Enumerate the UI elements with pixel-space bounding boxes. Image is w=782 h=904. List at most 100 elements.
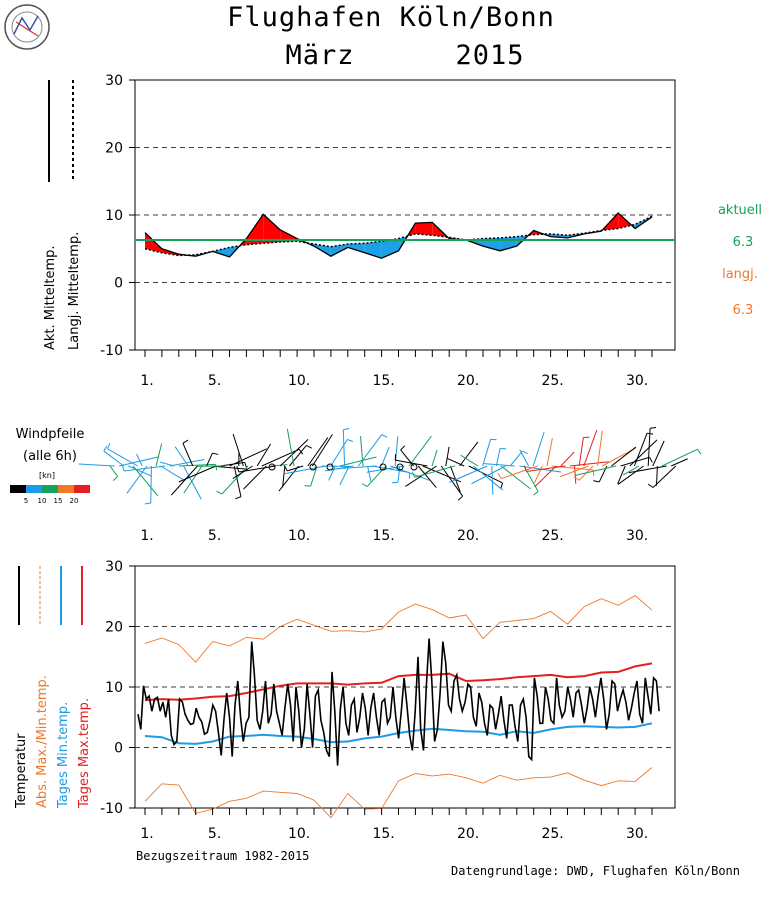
wind-arrow [469,466,503,483]
wind-arrow [501,466,538,479]
wind-arrow [280,439,308,466]
wind-arrow [160,462,174,466]
wind-barb [212,453,218,454]
wind-arrow [584,430,597,466]
calm-circle [411,464,417,470]
wind-arrow [234,466,241,497]
langj-label: langj. [722,267,758,282]
bottom-x-axis: 1.5.10.15.20.25.30. [140,808,652,842]
wind-arrow [171,466,197,495]
reference-period: Bezugszeitraum 1982-2015 [136,849,309,863]
wind-arrow [510,451,522,466]
top-x-tick-label: 30. [626,373,648,389]
wind-barb [347,440,353,442]
wind-barb [108,443,110,449]
wind-scale-tick: 20 [70,497,79,505]
wind-arrow [450,466,460,492]
bottom-x-tick-label: 30. [626,826,648,842]
wind-barb [235,497,241,499]
wind-arrow [579,438,583,466]
wind-arrow [381,447,389,466]
wind-arrow [372,466,409,473]
wind-arrow [368,466,371,482]
wind-arrow [618,466,643,484]
chart-title: Flughafen Köln/Bonn [227,2,555,33]
wind-arrow [533,432,544,466]
bottom-series-lines [138,596,659,818]
station-logo [5,5,49,49]
wind-arrow [526,466,565,472]
wind-arrow [662,449,697,466]
wind-arrow [233,434,243,466]
top-x-tick-label: 1. [140,373,153,389]
top-y-tick-label: 30 [105,73,123,89]
wind-barb [498,473,501,478]
top-x-tick-label: 20. [457,373,479,389]
top-x-tick-label: 25. [541,373,563,389]
wind-barb [501,483,503,489]
wind-arrow [492,466,493,495]
wind-scale-swatch [58,485,74,493]
absminmax-label: Abs. Max./Min.temp. [35,675,50,808]
wind-barb [382,435,387,437]
wind-barb [305,486,311,487]
wind-subtitle: (alle 6h) [23,449,77,464]
wind-barb [533,491,538,495]
wind-arrow [575,466,616,475]
wind-x-tick-label: 1. [140,528,153,544]
wind-arrow [79,464,115,466]
top-y-tick-label: -10 [100,343,123,359]
wind-arrows [79,428,701,504]
wind-barb [650,428,656,429]
wind-arrow [395,436,398,466]
wind-barb [306,445,311,448]
wind-arrow [447,458,464,466]
bottom-legend: Temperatur Abs. Max./Min.temp. Tages Min… [14,566,92,809]
bottom-x-tick-label: 20. [457,826,479,842]
chart-year: 2015 [455,40,524,71]
wind-arrow [409,436,431,466]
wind-arrow [110,466,118,477]
daymin-label: Tages Min.temp. [56,702,71,809]
wind-barb [574,477,579,480]
temperatur-line [138,639,659,766]
wind-x-tick-label: 20. [457,528,479,544]
wind-scale-swatch [74,485,90,493]
bottom-y-tick-label: 10 [105,680,123,696]
wind-scale-swatch [42,485,58,493]
wind-x-axis: 1.5.10.15.20.25.30. [140,528,648,544]
wind-arrow [547,438,552,466]
abs-max-line [145,596,652,663]
wind-barb [362,484,367,487]
wind-barb [697,449,701,454]
wind-arrow [629,466,667,473]
wind-barb [522,451,527,454]
top-x-tick-label: 15. [372,373,394,389]
aktuell-value: 6.3 [733,235,754,250]
wind-x-tick-label: 25. [541,528,563,544]
wind-arrow [104,451,124,466]
top-y-tick-label: 20 [105,141,123,157]
langj-mitteltemp-label: Langj. Mitteltemp. [67,232,82,350]
top-x-tick-label: 10. [288,373,310,389]
wind-arrow [329,466,336,480]
wind-scale-tick: 10 [38,497,47,505]
wind-arrow [656,466,657,486]
wind-barb [458,496,462,500]
wind-title: Windpfeile [16,427,85,442]
wind-arrow [460,442,478,466]
langj-value: 6.3 [733,303,754,318]
wind-barb [650,457,653,462]
wind-barb [343,429,349,430]
wind-arrow [634,433,647,466]
wind-barb [145,503,151,504]
wind-barb [113,477,117,481]
wind-arrow [449,466,487,482]
